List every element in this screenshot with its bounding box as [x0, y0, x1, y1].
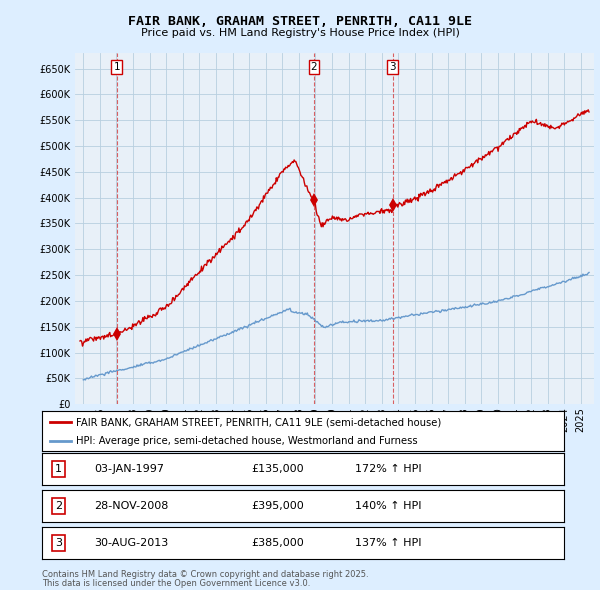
Text: 1: 1: [55, 464, 62, 474]
Text: 140% ↑ HPI: 140% ↑ HPI: [355, 501, 422, 511]
Text: FAIR BANK, GRAHAM STREET, PENRITH, CA11 9LE: FAIR BANK, GRAHAM STREET, PENRITH, CA11 …: [128, 15, 472, 28]
Text: £385,000: £385,000: [251, 538, 304, 548]
Text: £395,000: £395,000: [251, 501, 304, 511]
Text: Price paid vs. HM Land Registry's House Price Index (HPI): Price paid vs. HM Land Registry's House …: [140, 28, 460, 38]
Text: 3: 3: [55, 538, 62, 548]
Text: 2: 2: [55, 501, 62, 511]
Text: 1: 1: [113, 62, 120, 72]
Text: Contains HM Land Registry data © Crown copyright and database right 2025.: Contains HM Land Registry data © Crown c…: [42, 570, 368, 579]
Text: 03-JAN-1997: 03-JAN-1997: [94, 464, 164, 474]
Text: 30-AUG-2013: 30-AUG-2013: [94, 538, 169, 548]
Text: This data is licensed under the Open Government Licence v3.0.: This data is licensed under the Open Gov…: [42, 579, 310, 588]
Text: FAIR BANK, GRAHAM STREET, PENRITH, CA11 9LE (semi-detached house): FAIR BANK, GRAHAM STREET, PENRITH, CA11 …: [76, 417, 441, 427]
Text: 137% ↑ HPI: 137% ↑ HPI: [355, 538, 422, 548]
Text: 28-NOV-2008: 28-NOV-2008: [94, 501, 169, 511]
Text: 3: 3: [389, 62, 396, 72]
Text: £135,000: £135,000: [251, 464, 304, 474]
Text: HPI: Average price, semi-detached house, Westmorland and Furness: HPI: Average price, semi-detached house,…: [76, 437, 418, 446]
Text: 172% ↑ HPI: 172% ↑ HPI: [355, 464, 422, 474]
Text: 2: 2: [311, 62, 317, 72]
